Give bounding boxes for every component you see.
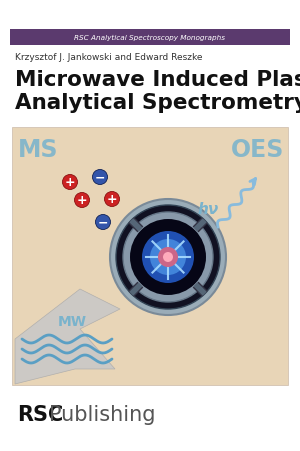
Circle shape	[104, 192, 119, 207]
Circle shape	[142, 231, 194, 283]
Text: RSC: RSC	[17, 404, 63, 424]
Circle shape	[163, 253, 173, 262]
Circle shape	[74, 193, 89, 208]
Circle shape	[158, 248, 178, 267]
Text: −: −	[98, 216, 108, 229]
Circle shape	[110, 199, 226, 315]
Text: Krzysztof J. Jankowski and Edward Reszke: Krzysztof J. Jankowski and Edward Reszke	[15, 52, 202, 61]
Circle shape	[116, 206, 220, 309]
Text: Publishing: Publishing	[49, 404, 155, 424]
Text: MW: MW	[58, 314, 86, 328]
Circle shape	[150, 239, 186, 276]
Polygon shape	[15, 290, 120, 384]
Text: +: +	[77, 194, 87, 207]
Bar	[10, 30, 290, 46]
Circle shape	[62, 175, 77, 190]
Text: MS: MS	[18, 138, 58, 161]
Text: −: −	[95, 171, 105, 184]
Circle shape	[95, 215, 110, 230]
Circle shape	[130, 220, 206, 295]
Text: RSC Analytical Spectroscopy Monographs: RSC Analytical Spectroscopy Monographs	[74, 35, 226, 41]
Bar	[12, 128, 288, 385]
Text: Analytical Spectrometry: Analytical Spectrometry	[15, 93, 300, 113]
Text: hν: hν	[197, 202, 219, 217]
Text: OES: OES	[231, 138, 285, 161]
Circle shape	[92, 170, 107, 185]
Text: Microwave Induced Plasma: Microwave Induced Plasma	[15, 70, 300, 90]
Text: +: +	[65, 176, 75, 189]
Circle shape	[123, 212, 213, 302]
Text: +: +	[107, 193, 117, 206]
